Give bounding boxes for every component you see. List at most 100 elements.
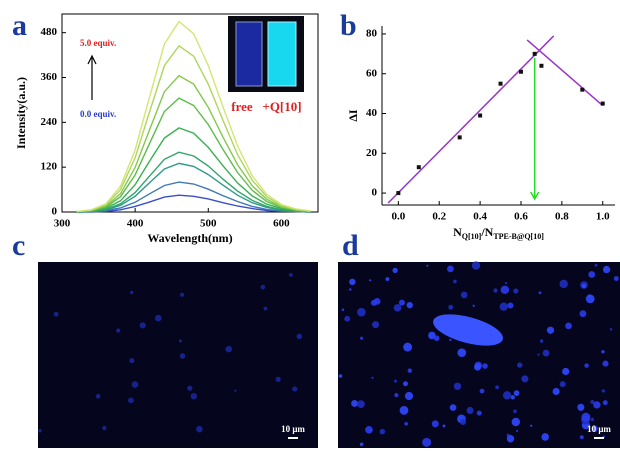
annotation: 0.0 equiv. [80, 109, 116, 119]
spectrum-line [76, 181, 311, 213]
spot [131, 381, 139, 388]
spot [602, 265, 611, 274]
spot [154, 314, 162, 322]
spot [371, 376, 374, 379]
x-tick-label: 600 [273, 218, 290, 230]
micrograph-c [38, 262, 318, 448]
spot [499, 302, 508, 311]
x-tick-label: 0.8 [555, 211, 569, 223]
spot [502, 391, 512, 400]
spot [128, 397, 134, 404]
spot [591, 425, 598, 433]
spectrum-line [76, 20, 311, 213]
spot [431, 420, 439, 428]
spot [449, 404, 457, 411]
x-tick-label: 0.0 [391, 211, 405, 223]
spot [471, 261, 481, 270]
spot [341, 308, 345, 311]
spot [515, 429, 519, 433]
spot [479, 388, 485, 394]
spot [476, 410, 482, 416]
spot [196, 425, 203, 433]
spot [351, 400, 359, 407]
y-tick-label: 40 [366, 107, 378, 119]
spot [517, 362, 523, 368]
y-tick-label: 360 [41, 71, 58, 83]
spot [521, 375, 529, 383]
x-axis-label-part: Q[10] [462, 232, 482, 241]
scale-bar-label: 10 μm [587, 424, 611, 434]
spot [393, 379, 397, 383]
spot [344, 315, 351, 322]
spot [541, 433, 549, 441]
spot [495, 385, 500, 390]
spot [428, 331, 436, 340]
spectrum-line [76, 162, 311, 213]
point [457, 135, 462, 140]
point [416, 165, 421, 170]
spot [404, 421, 409, 426]
spot [447, 265, 454, 273]
spot [513, 288, 519, 294]
spot [95, 393, 101, 399]
spot [422, 437, 432, 447]
fit-line [526, 39, 604, 107]
spot [187, 385, 193, 391]
spot [577, 403, 585, 411]
spot [370, 299, 378, 306]
y-tick-label: 80 [366, 27, 378, 39]
spot [513, 409, 517, 414]
spot [296, 333, 303, 340]
spot [587, 294, 592, 298]
spot [399, 405, 409, 415]
spot [434, 335, 440, 341]
spot [426, 264, 429, 267]
spot [263, 306, 268, 311]
spot [448, 304, 454, 310]
spot [453, 279, 457, 284]
spot [403, 342, 413, 352]
x-axis-label-part: TPE-B@Q[10] [493, 232, 544, 241]
inset-label: +Q[10] [262, 99, 301, 114]
spot [466, 406, 474, 415]
x-axis-label: Wavelength(nm) [147, 231, 232, 245]
spot [178, 339, 182, 343]
spot [537, 353, 540, 356]
spot [601, 350, 605, 354]
spot [393, 304, 402, 312]
spot [590, 417, 595, 422]
y-axis-label: ΔI [346, 109, 360, 122]
spot [460, 291, 468, 299]
spot [129, 358, 135, 364]
panel-label: a [12, 9, 27, 42]
panel-label: d [342, 229, 359, 262]
spot [275, 376, 281, 382]
point [600, 101, 605, 106]
spot [349, 288, 352, 291]
spot [581, 283, 586, 288]
x-axis-label-part: N [453, 225, 462, 239]
arrow [87, 54, 97, 100]
spot [507, 302, 514, 309]
panel-label: c [12, 229, 25, 262]
spot [593, 401, 601, 409]
spot [609, 328, 613, 331]
x-tick-label: 0.4 [473, 211, 487, 223]
y-tick-label: 0 [372, 187, 378, 199]
spot [449, 338, 452, 342]
spot [474, 363, 482, 371]
spot [403, 381, 409, 387]
spot [190, 393, 198, 400]
x-axis-label: NQ[10]/NTPE-B@Q[10] [453, 225, 544, 241]
spot [457, 348, 467, 358]
y-tick-label: 0 [52, 206, 58, 218]
spot [234, 389, 237, 392]
spectrum-line [76, 194, 311, 213]
y-tick-label: 480 [41, 26, 58, 38]
spot [225, 345, 233, 353]
spot [116, 328, 121, 333]
spot [546, 326, 555, 334]
fit-line [387, 35, 555, 204]
spot [559, 381, 566, 388]
spot [338, 374, 343, 378]
